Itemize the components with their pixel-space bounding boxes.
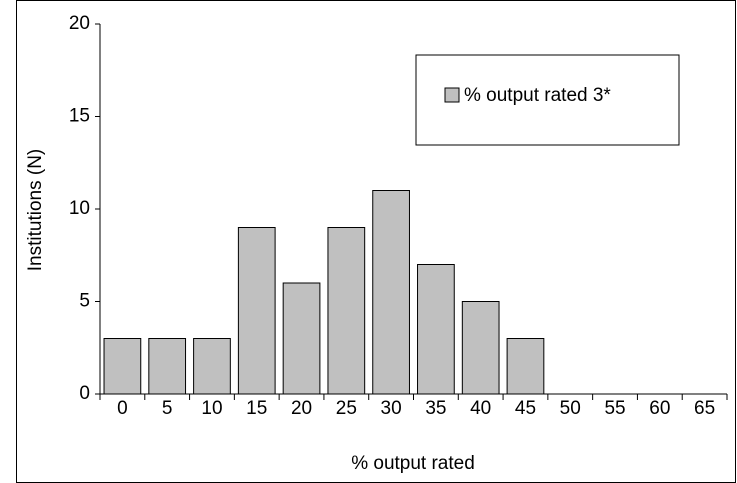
bar <box>193 338 231 395</box>
y-axis-label: Institutions (N) <box>25 149 46 271</box>
bar <box>327 227 366 395</box>
x-tick-label: 25 <box>336 398 357 419</box>
x-tick-label: 55 <box>604 398 625 419</box>
x-tick-label: 15 <box>246 398 267 419</box>
y-tick-label: 10 <box>69 198 90 219</box>
x-tick-label: 60 <box>649 398 670 419</box>
bar <box>282 282 321 395</box>
bar <box>461 301 500 395</box>
x-axis-label: % output rated <box>351 453 475 474</box>
x-tick-label: 5 <box>162 398 173 419</box>
bar <box>103 338 142 395</box>
y-tick-label: 0 <box>79 383 90 404</box>
x-tick-label: 30 <box>381 398 402 419</box>
x-tick-label: 40 <box>470 398 491 419</box>
y-tick-label: 15 <box>69 106 90 127</box>
x-tick-label: 65 <box>694 398 715 419</box>
x-tick-label: 20 <box>291 398 312 419</box>
x-tick-label: 50 <box>560 398 581 419</box>
bar <box>237 227 276 395</box>
x-tick-label: 10 <box>201 398 222 419</box>
y-tick-label: 5 <box>79 291 90 312</box>
x-tick-label: 35 <box>425 398 446 419</box>
x-tick-label: 45 <box>515 398 536 419</box>
legend-swatch <box>444 87 460 103</box>
legend-label: % output rated 3* <box>464 85 611 106</box>
x-tick-label: 0 <box>117 398 128 419</box>
bar <box>148 338 187 395</box>
bar <box>417 264 455 395</box>
bar <box>372 190 410 395</box>
y-tick-label: 20 <box>69 13 90 34</box>
legend-box <box>415 54 680 146</box>
bar <box>506 338 545 395</box>
